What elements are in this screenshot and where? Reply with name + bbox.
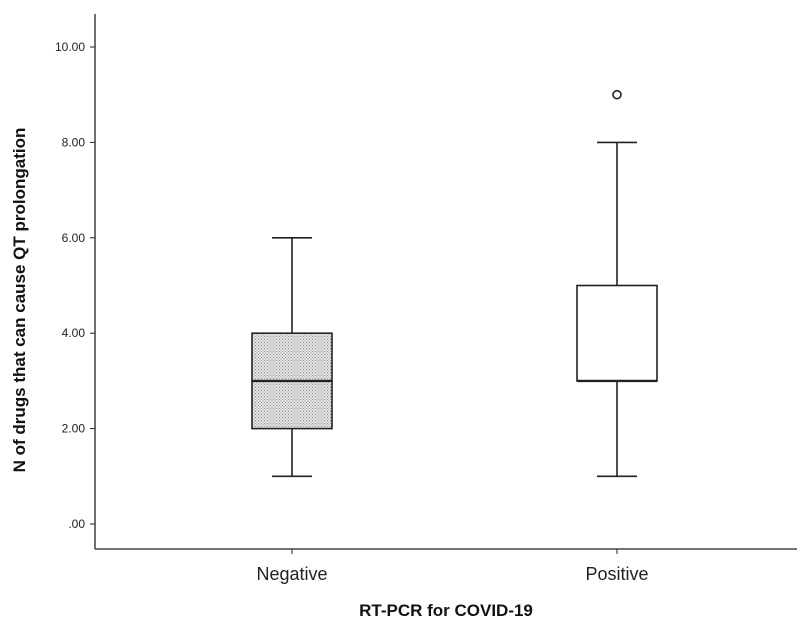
outlier-point [612,89,622,100]
y-tick-label: 4.00 [62,326,86,340]
x-tick-label: Positive [585,564,648,584]
y-tick-label: .00 [68,517,85,531]
y-axis-label: N of drugs that can cause QT prolongatio… [10,128,29,473]
box-positive [576,89,658,478]
boxes [251,89,658,478]
y-ticks: .00 2.00 4.00 6.00 8.00 10.00 [55,40,95,531]
y-tick-label: 6.00 [62,231,86,245]
x-axis-label: RT-PCR for COVID-19 [359,601,533,620]
box-negative [251,237,333,478]
y-tick-label: 10.00 [55,40,85,54]
axes [94,14,797,550]
y-tick-label: 2.00 [62,422,86,436]
x-tick-label: Negative [256,564,327,584]
iqr-box [576,284,658,382]
y-tick-label: 8.00 [62,135,86,149]
x-ticks: Negative Positive [256,549,649,584]
